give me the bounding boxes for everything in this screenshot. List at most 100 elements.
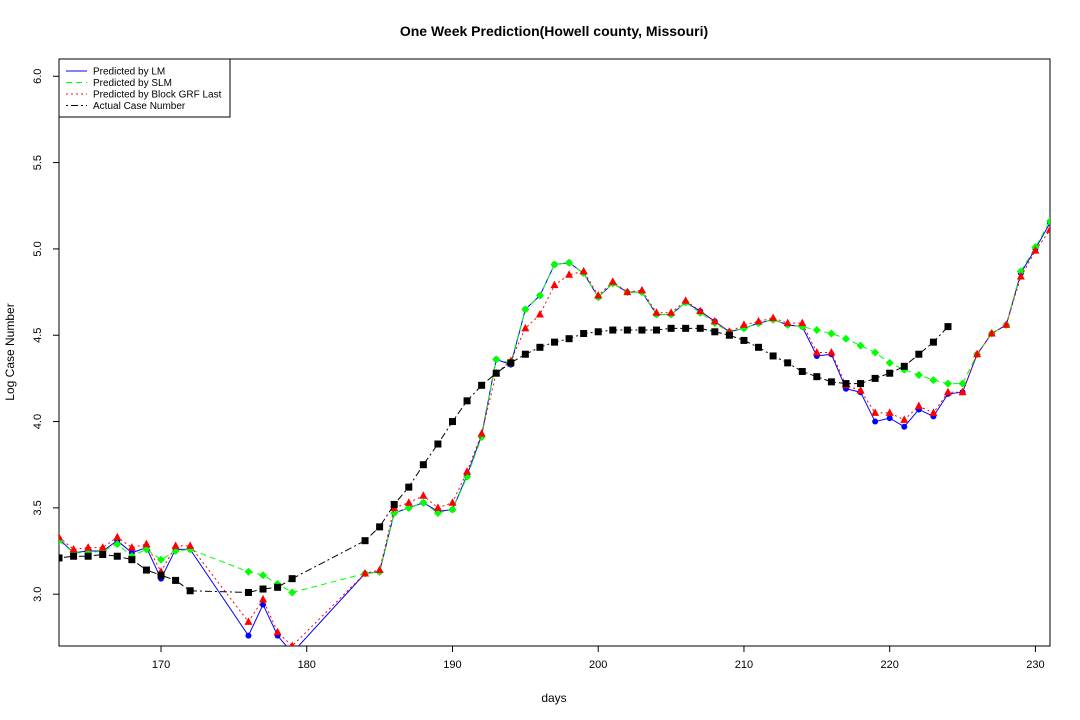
data-point-predicted-by-block-grf-last [565, 270, 574, 278]
data-point-actual-case-number [915, 350, 923, 358]
data-point-actual-case-number [492, 369, 500, 377]
chart-title: One Week Prediction(Howell county, Misso… [400, 23, 708, 39]
legend-label: Predicted by Block GRF Last [93, 90, 222, 101]
data-point-predicted-by-block-grf-last [186, 541, 195, 549]
plot-frame [58, 58, 1051, 647]
data-point-predicted-by-block-grf-last [289, 641, 295, 646]
data-point-predicted-by-block-grf-last [637, 285, 646, 294]
x-tick-label: 220 [881, 659, 899, 671]
series-line-predicted-by-slm [59, 221, 1050, 594]
data-point-predicted-by-block-grf-last [419, 491, 428, 499]
data-point-predicted-by-slm [535, 291, 544, 300]
data-point-predicted-by-block-grf-last [375, 565, 384, 574]
data-point-actual-case-number [929, 338, 937, 346]
data-point-actual-case-number [274, 583, 282, 591]
legend-box [58, 58, 231, 118]
data-point-actual-case-number [478, 381, 486, 389]
data-point-predicted-by-block-grf-last [696, 306, 705, 315]
data-point-predicted-by-slm [390, 509, 399, 518]
y-tick-label: 4.5 [32, 328, 44, 343]
data-point-predicted-by-block-grf-last [987, 329, 996, 337]
data-point-actual-case-number [507, 359, 515, 367]
data-point-predicted-by-block-grf-last [827, 348, 836, 356]
data-point-predicted-by-block-grf-last [404, 498, 413, 506]
data-point-actual-case-number [70, 552, 78, 560]
data-point-predicted-by-block-grf-last [259, 594, 268, 603]
data-point-predicted-by-block-grf-last [667, 308, 676, 316]
data-point-actual-case-number [623, 326, 631, 334]
data-point-actual-case-number [244, 588, 252, 596]
data-point-actual-case-number [609, 326, 617, 334]
data-point-predicted-by-block-grf-last [244, 617, 253, 625]
data-point-predicted-by-lm [886, 415, 893, 422]
data-point-actual-case-number [361, 537, 369, 545]
data-point-predicted-by-block-grf-last [754, 316, 763, 325]
data-point-predicted-by-block-grf-last [535, 310, 544, 318]
data-point-actual-case-number [696, 324, 704, 332]
data-point-predicted-by-block-grf-last [477, 429, 486, 437]
data-point-predicted-by-block-grf-last [59, 532, 63, 541]
data-point-predicted-by-block-grf-last [1016, 272, 1025, 280]
data-point-predicted-by-block-grf-last [1046, 225, 1050, 233]
x-tick-label: 230 [1026, 659, 1044, 671]
data-point-actual-case-number [288, 575, 296, 583]
data-point-predicted-by-slm [244, 567, 253, 576]
data-point-actual-case-number [594, 328, 602, 336]
x-tick-label: 200 [589, 659, 607, 671]
data-point-predicted-by-lm [872, 418, 879, 425]
data-point-predicted-by-slm [943, 379, 952, 388]
data-point-actual-case-number [521, 350, 529, 358]
data-point-predicted-by-slm [419, 498, 428, 507]
data-point-predicted-by-block-grf-last [594, 291, 603, 299]
data-point-predicted-by-slm [448, 505, 457, 514]
data-point-predicted-by-slm [157, 555, 166, 564]
data-point-predicted-by-slm [288, 588, 297, 597]
y-tick-label: 3.0 [32, 587, 44, 602]
data-point-predicted-by-block-grf-last [623, 287, 632, 296]
y-tick-label: 4.0 [32, 414, 44, 429]
data-point-predicted-by-block-grf-last [113, 532, 122, 541]
data-point-predicted-by-lm [260, 601, 267, 608]
legend-label: Predicted by LM [93, 67, 165, 78]
series-actual-case-number [59, 323, 952, 596]
data-point-actual-case-number [142, 566, 150, 574]
data-point-actual-case-number [113, 552, 121, 560]
data-point-actual-case-number [536, 343, 544, 351]
data-point-predicted-by-block-grf-last [914, 401, 923, 410]
data-point-predicted-by-slm [492, 355, 501, 364]
x-tick-label: 170 [152, 659, 170, 671]
data-point-actual-case-number [886, 369, 894, 377]
y-tick-label: 5.0 [32, 241, 44, 256]
data-point-predicted-by-slm [885, 358, 894, 367]
data-point-actual-case-number [390, 500, 398, 508]
data-point-actual-case-number [84, 552, 92, 560]
data-point-predicted-by-block-grf-last [142, 539, 151, 548]
data-point-actual-case-number [711, 328, 719, 336]
data-point-actual-case-number [871, 374, 879, 382]
data-point-actual-case-number [419, 461, 427, 469]
data-point-actual-case-number [405, 483, 413, 491]
data-point-actual-case-number [653, 326, 661, 334]
data-point-predicted-by-block-grf-last [652, 308, 661, 316]
data-point-predicted-by-block-grf-last [361, 568, 370, 577]
data-point-predicted-by-slm [142, 545, 151, 554]
data-point-actual-case-number [857, 380, 865, 388]
data-point-actual-case-number [667, 324, 675, 332]
data-point-actual-case-number [827, 378, 835, 386]
data-point-predicted-by-block-grf-last [69, 544, 78, 553]
data-point-predicted-by-slm [433, 509, 442, 518]
data-point-predicted-by-block-grf-last [127, 543, 136, 551]
data-point-actual-case-number [59, 554, 63, 562]
series-layer [59, 217, 1050, 646]
data-point-actual-case-number [434, 440, 442, 448]
data-point-predicted-by-block-grf-last [463, 467, 472, 475]
y-tick-label: 3.5 [32, 500, 44, 515]
data-point-predicted-by-block-grf-last [273, 627, 282, 636]
data-point-predicted-by-block-grf-last [84, 543, 93, 551]
x-tick-label: 190 [443, 659, 461, 671]
data-point-predicted-by-slm [113, 540, 122, 549]
data-point-predicted-by-slm [521, 305, 530, 314]
series-predicted-by-slm [59, 217, 1050, 597]
